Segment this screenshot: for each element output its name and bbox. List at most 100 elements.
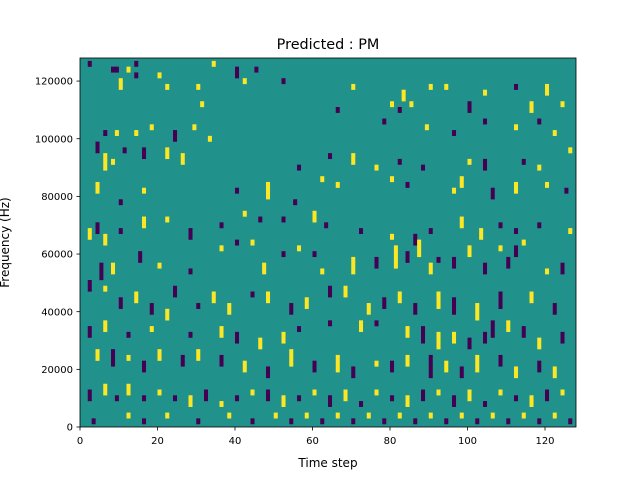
heatmap-cell xyxy=(568,147,573,154)
heatmap-cell xyxy=(428,412,433,419)
heatmap-cell xyxy=(390,233,395,240)
heatmap-cell xyxy=(165,412,170,419)
heatmap-cell xyxy=(514,228,519,235)
heatmap-cell xyxy=(459,216,464,229)
x-tick-label: 80 xyxy=(384,436,397,447)
heatmap-cell xyxy=(390,176,395,183)
heatmap-cell xyxy=(126,354,131,361)
y-tick-label: 120000 xyxy=(35,77,73,88)
heatmap-cell xyxy=(498,222,503,229)
heatmap-cell xyxy=(483,262,488,275)
heatmap-cell xyxy=(351,83,356,90)
heatmap-cell xyxy=(545,181,550,188)
heatmap-cell xyxy=(401,89,406,102)
heatmap-cell xyxy=(521,326,526,338)
heatmap-cell xyxy=(142,360,147,373)
heatmap-cell xyxy=(196,83,201,90)
heatmap-cell xyxy=(142,418,147,425)
heatmap-cell xyxy=(483,89,488,96)
heatmap-cell xyxy=(444,418,449,425)
heatmap-cell xyxy=(529,101,534,113)
heatmap-cell xyxy=(514,395,519,402)
heatmap-cell xyxy=(545,268,550,275)
heatmap-cell xyxy=(459,412,464,419)
heatmap-cell xyxy=(304,297,309,309)
heatmap-cell xyxy=(266,389,271,402)
heatmap-cell xyxy=(103,130,108,136)
heatmap-cell xyxy=(219,326,224,338)
heatmap-cell xyxy=(568,228,573,235)
heatmap-cell xyxy=(529,395,534,407)
heatmap-cell xyxy=(452,297,457,315)
heatmap-cell xyxy=(428,354,433,379)
heatmap-cell xyxy=(219,245,224,252)
y-tick-label: 60000 xyxy=(41,250,73,261)
heatmap-cell xyxy=(173,395,178,402)
heatmap-cell xyxy=(436,291,441,309)
heatmap-cell xyxy=(157,72,162,79)
heatmap-cell xyxy=(514,366,519,379)
heatmap-cell xyxy=(413,233,418,246)
heatmap-cell xyxy=(537,360,542,373)
heatmap-background xyxy=(80,58,576,427)
heatmap-cell xyxy=(393,245,398,269)
heatmap-cell xyxy=(165,216,170,223)
heatmap-cell xyxy=(459,366,464,379)
heatmap-cell xyxy=(281,331,286,344)
heatmap-cell xyxy=(312,389,317,396)
heatmap-cell xyxy=(118,297,123,309)
heatmap-cell xyxy=(122,147,127,154)
heatmap-cell xyxy=(405,395,410,407)
heatmap-cell xyxy=(545,389,550,402)
heatmap-cell xyxy=(219,354,224,367)
heatmap-cell xyxy=(297,326,302,333)
heatmap-cell xyxy=(157,389,162,396)
heatmap-cell xyxy=(297,395,302,402)
heatmap-cell xyxy=(405,354,410,367)
heatmap-cell xyxy=(483,158,488,171)
heatmap-cell xyxy=(514,245,519,258)
heatmap-cell xyxy=(498,291,503,309)
heatmap-cell xyxy=(235,331,240,344)
heatmap-cell xyxy=(118,199,123,206)
heatmap-cell xyxy=(475,354,480,373)
heatmap-cell xyxy=(235,66,240,79)
heatmap-cell xyxy=(111,262,116,275)
heatmap-cell xyxy=(483,401,488,407)
heatmap-cell xyxy=(134,72,139,79)
heatmap-cell xyxy=(87,279,92,292)
heatmap-cell xyxy=(564,187,569,194)
x-tick-label: 20 xyxy=(151,436,164,447)
heatmap-cell xyxy=(537,118,542,125)
heatmap-cell xyxy=(235,395,240,402)
heatmap-cell xyxy=(281,251,286,258)
heatmap-cell xyxy=(250,291,255,298)
heatmap-cell xyxy=(537,418,542,425)
heatmap-cell xyxy=(165,83,170,90)
heatmap-cell xyxy=(262,262,267,275)
heatmap-cell xyxy=(506,256,511,269)
heatmap-cell xyxy=(157,349,162,361)
heatmap-cell xyxy=(390,395,395,402)
heatmap-cell xyxy=(366,303,371,315)
heatmap-cell xyxy=(467,245,472,258)
heatmap-cell xyxy=(452,130,457,136)
heatmap-cell xyxy=(405,251,410,263)
heatmap-cell xyxy=(188,268,193,275)
heatmap-cell xyxy=(149,303,154,315)
heatmap-cell xyxy=(374,164,379,171)
heatmap-cell xyxy=(126,66,131,73)
heatmap-cell xyxy=(266,181,271,200)
heatmap-cell xyxy=(227,412,232,419)
heatmap-cell xyxy=(211,291,216,304)
heatmap-cell xyxy=(196,303,201,309)
heatmap-cell xyxy=(498,245,503,252)
heatmap-cell xyxy=(173,285,178,298)
heatmap-cell xyxy=(103,285,108,292)
heatmap-cell xyxy=(413,418,418,425)
heatmap-cell xyxy=(134,60,139,67)
heatmap-cell xyxy=(95,349,100,361)
heatmap-cell xyxy=(114,66,119,73)
heatmap-cell xyxy=(428,228,433,235)
